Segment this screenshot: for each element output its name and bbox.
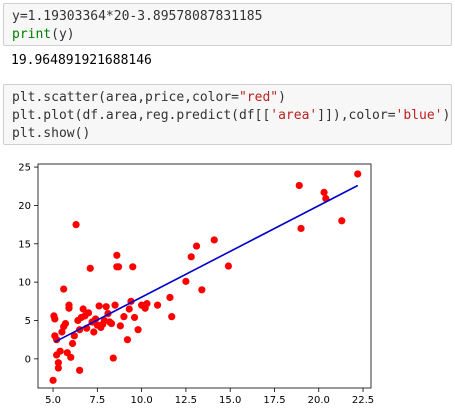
code-string: 'area': [270, 108, 318, 123]
scatter-point: [111, 301, 119, 309]
scatter-point: [56, 347, 64, 355]
cell-output-text: 19.964891921688146: [11, 53, 152, 68]
scatter-point: [68, 339, 77, 348]
code-cell-1[interactable]: y=1.19303364*20-3.89578087831185 print(y…: [3, 3, 452, 46]
scatter-point: [107, 319, 116, 328]
scatter-point: [123, 336, 132, 344]
x-tick-label: 22.5: [352, 395, 374, 406]
x-tick-label: 7.5: [89, 395, 105, 406]
scatter-point: [295, 181, 303, 190]
code-line: print(y): [12, 26, 443, 44]
scatter-point: [86, 264, 94, 272]
y-tick-label: 0: [25, 354, 31, 365]
y-tick-label: 25: [18, 163, 31, 174]
scatter-point: [76, 366, 84, 374]
scatter-point: [113, 251, 121, 259]
plot-axes-frame: [37, 163, 372, 389]
code-text: plt.scatter(area,price,color=: [12, 90, 239, 105]
x-axis-ticks: 5.0 7.5 10.0 12.5 15.0 17.5 20.0 22.5: [45, 388, 374, 406]
y-tick-label: 5: [25, 316, 31, 327]
scatter-point: [120, 313, 128, 321]
scatter-plot-output: 5.0 7.5 10.0 12.5 15.0 17.5 20.0 22.5 0 5 10 15 20 2…: [18, 163, 374, 406]
scatter-point: [354, 170, 362, 178]
scatter-point: [125, 305, 133, 313]
builtin-print: print: [12, 27, 52, 42]
scatter-point: [102, 303, 110, 311]
scatter-point: [166, 293, 174, 302]
scatter-point: [54, 359, 62, 367]
code-text: (y): [51, 27, 75, 42]
code-string: "red": [238, 90, 279, 105]
code-cell-2[interactable]: plt.scatter(area,price,color="red") plt.…: [3, 84, 452, 145]
scatter-point: [49, 376, 57, 384]
scatter-point: [51, 315, 59, 323]
scatter-point: [192, 242, 201, 250]
code-string: 'blue': [395, 108, 443, 123]
x-tick-label: 5.0: [45, 395, 61, 406]
y-axis-ticks: 0 5 10 15 20 25: [18, 163, 38, 365]
scatter-point: [79, 305, 87, 313]
x-tick-label: 17.5: [263, 395, 285, 406]
code-text: y=1.19303364*20-3.89578087831185: [12, 9, 263, 24]
scatter-point: [109, 354, 117, 362]
scatter-point: [143, 300, 151, 308]
scatter-point: [61, 319, 70, 328]
scatter-point: [187, 253, 195, 261]
scatter-point: [129, 263, 137, 271]
scatter-point: [198, 286, 206, 294]
y-tick-label: 15: [18, 239, 31, 250]
y-tick-label: 20: [18, 201, 31, 212]
scatter-point: [60, 285, 68, 293]
scatter-point: [130, 313, 139, 322]
scatter-point: [224, 262, 233, 270]
x-tick-label: 10.0: [130, 395, 152, 406]
regression-line: [54, 184, 359, 343]
scatter-point: [95, 302, 103, 310]
code-text: plt.show(): [12, 126, 91, 141]
x-tick-label: 12.5: [175, 395, 197, 406]
code-line: y=1.19303364*20-3.89578087831185: [12, 8, 443, 26]
scatter-point: [84, 309, 93, 317]
x-tick-label: 15.0: [219, 395, 241, 406]
code-text: ): [278, 90, 286, 105]
scatter-point: [67, 353, 75, 361]
scatter-points: [49, 170, 362, 384]
code-text: ]]),color=: [317, 108, 396, 123]
scatter-point: [297, 224, 305, 233]
scatter-point: [114, 263, 123, 271]
scatter-point: [134, 326, 142, 334]
code-line: plt.plot(df.area,reg.predict(df[['area']…: [12, 107, 450, 125]
code-line: plt.show(): [12, 125, 443, 143]
scatter-point: [65, 304, 73, 312]
scatter-point: [54, 364, 62, 372]
scatter-point: [72, 221, 80, 229]
scatter-point: [153, 301, 162, 309]
scatter-point: [320, 188, 328, 196]
scatter-point: [90, 328, 98, 336]
y-tick-label: 10: [18, 278, 31, 289]
scatter-point: [338, 217, 346, 225]
scatter-point: [210, 236, 218, 244]
scatter-point: [70, 332, 78, 340]
scatter-point: [168, 313, 176, 321]
scatter-point: [182, 277, 190, 285]
x-tick-label: 20.0: [308, 395, 330, 406]
code-line: plt.scatter(area,price,color="red"): [12, 89, 443, 107]
code-text: plt.plot(df.area,reg.predict(df[[: [12, 108, 271, 123]
scatter-point: [116, 322, 124, 330]
code-text: ): [442, 108, 451, 123]
